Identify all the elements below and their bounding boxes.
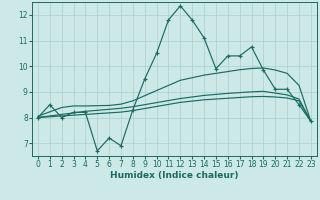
X-axis label: Humidex (Indice chaleur): Humidex (Indice chaleur) xyxy=(110,171,239,180)
